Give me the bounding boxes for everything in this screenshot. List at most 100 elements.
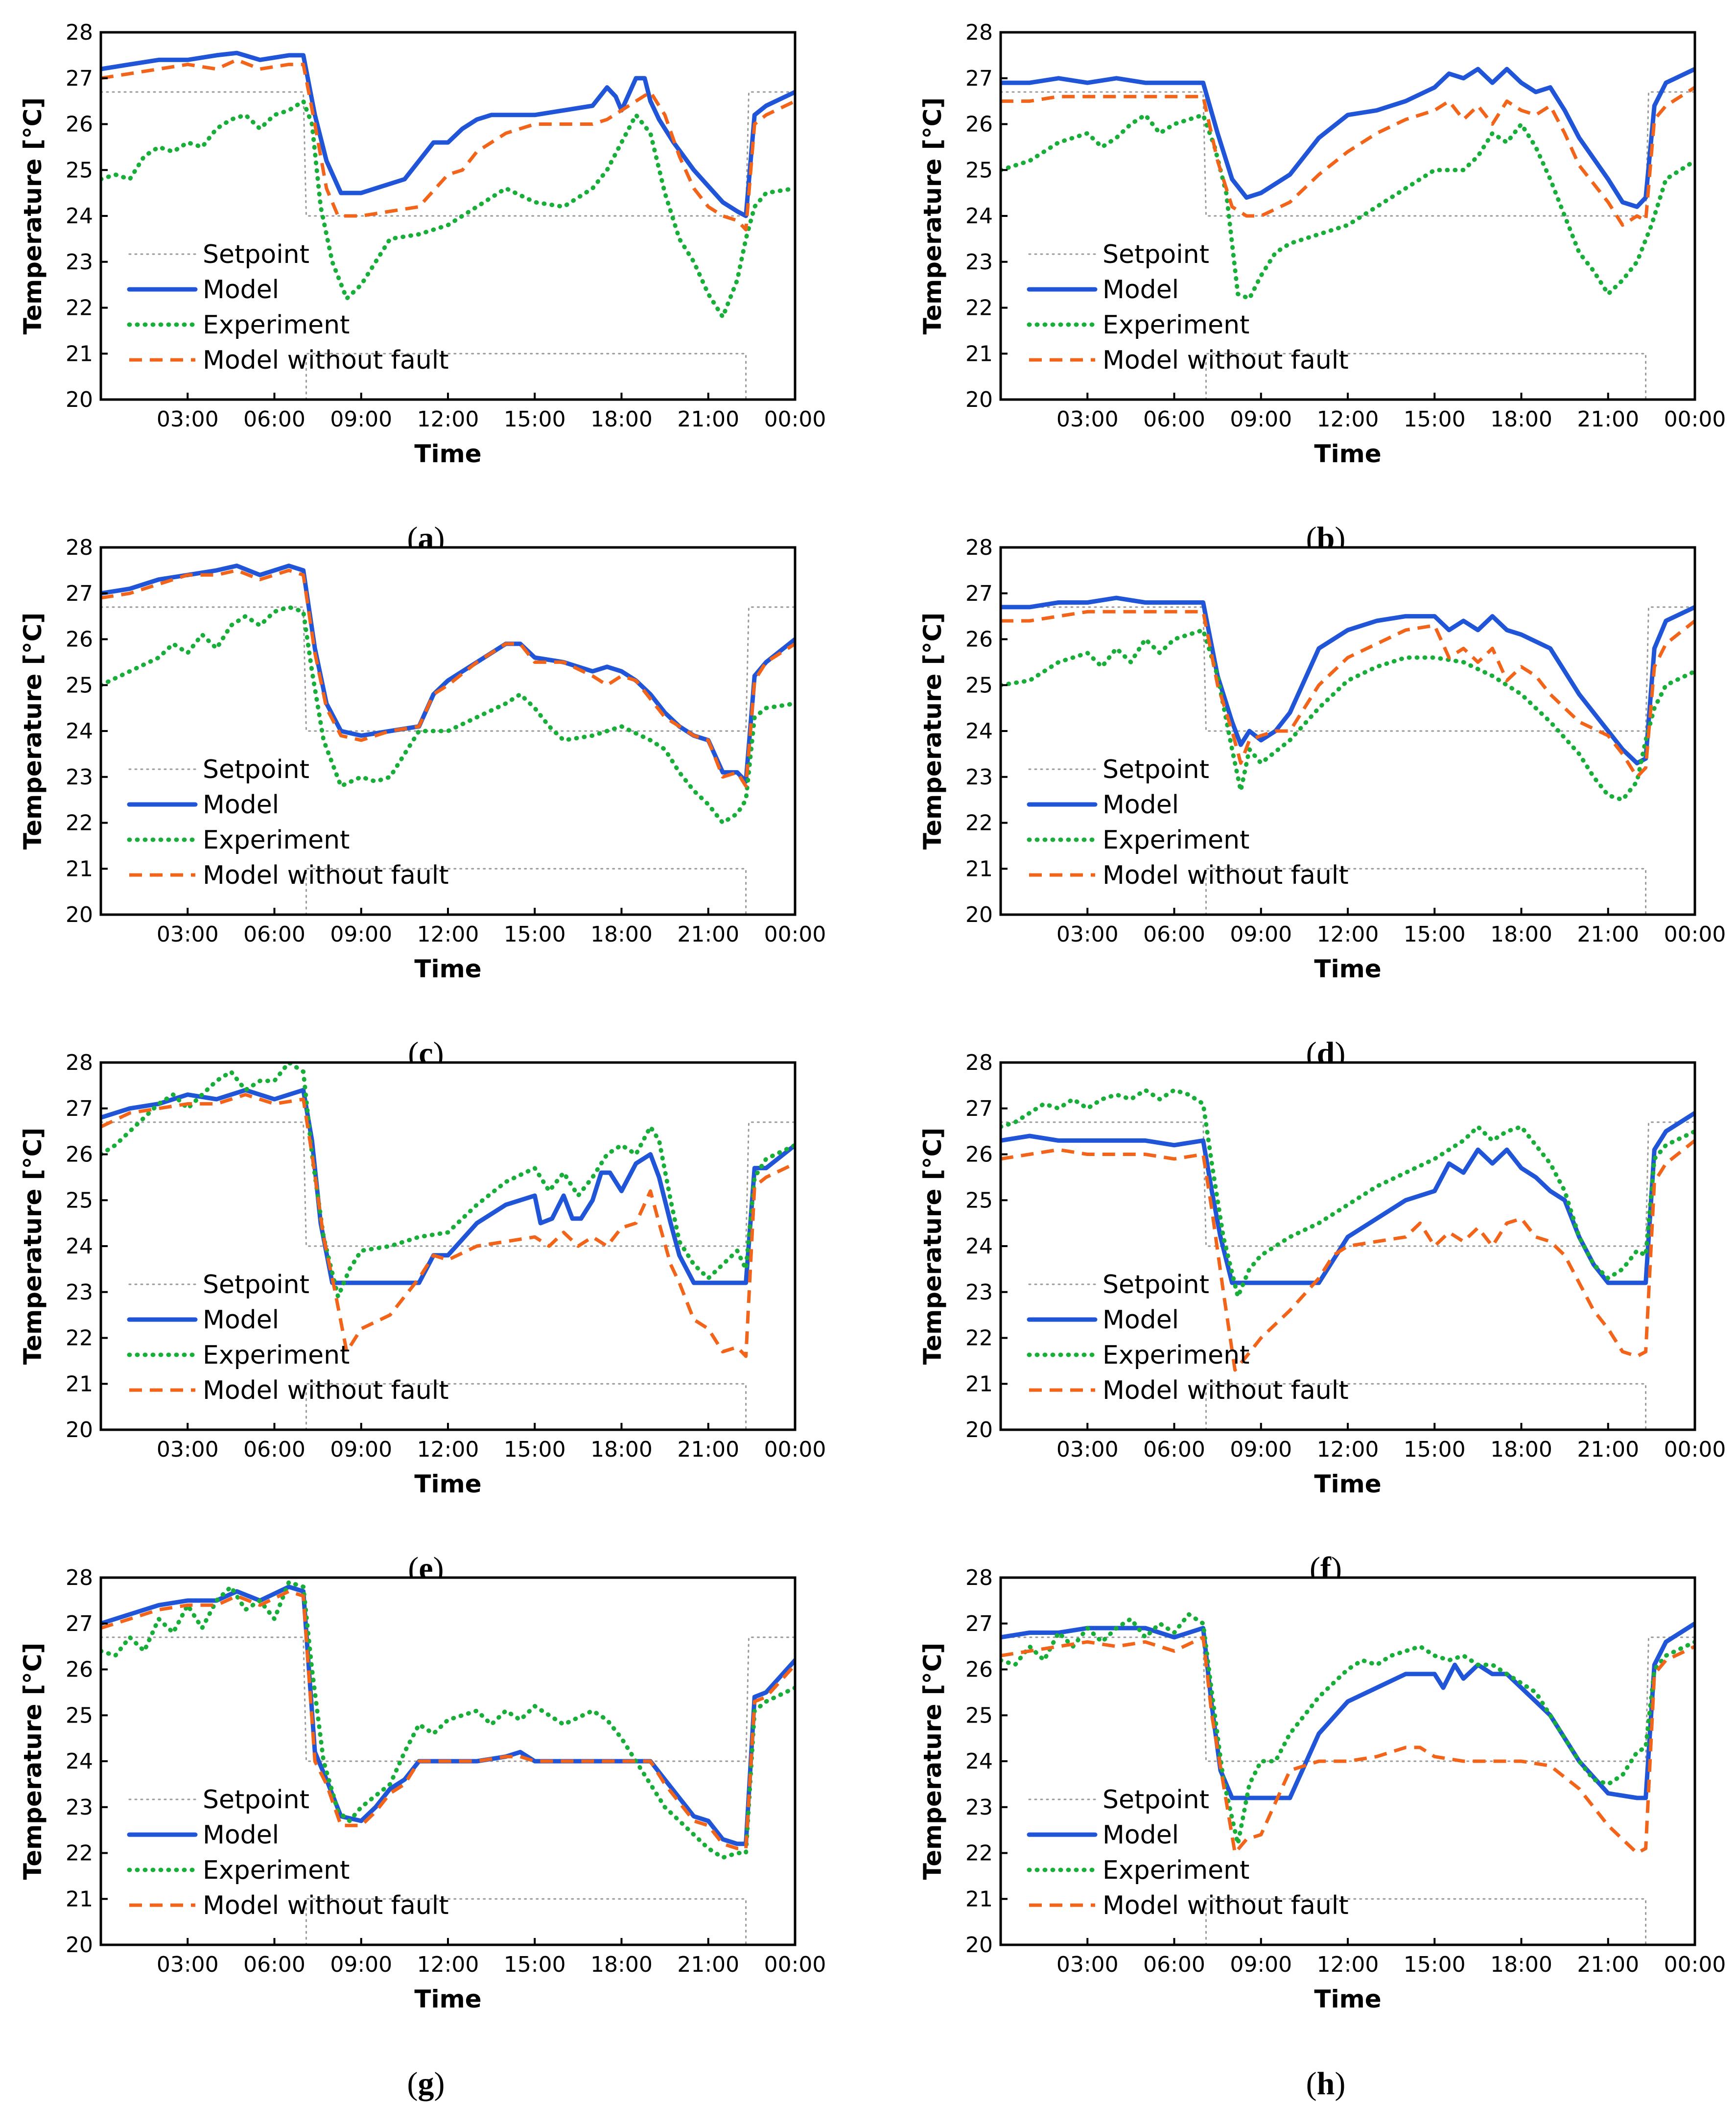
y-tick-label: 26 xyxy=(66,1657,93,1682)
y-tick-label: 26 xyxy=(965,627,993,652)
model-without-fault-line xyxy=(101,568,795,788)
y-axis-title: Temperature [°C] xyxy=(918,97,947,334)
experiment-line xyxy=(101,1580,795,1860)
y-tick-label: 22 xyxy=(66,1326,93,1351)
x-tick-label: 12:00 xyxy=(1317,407,1379,432)
legend-item-model: Model xyxy=(1027,790,1179,820)
x-tick-label: 09:00 xyxy=(1230,922,1292,947)
x-tick-label: 21:00 xyxy=(677,1437,739,1462)
panel-e: 20 21 22 23 24 25 26 27 28 03:00 06:00 09:00 12:00 15… xyxy=(19,1050,826,1586)
model-line xyxy=(101,50,795,218)
y-tick-label: 20 xyxy=(66,1417,93,1442)
x-tick-label: 21:00 xyxy=(1577,922,1639,947)
x-tick-label: 06:00 xyxy=(1143,1952,1205,1977)
y-tick-label: 22 xyxy=(66,811,93,836)
setpoint-low-line xyxy=(305,353,747,400)
legend-label: Model xyxy=(203,1820,279,1850)
y-tick-label: 27 xyxy=(965,66,993,91)
x-tick-label: 18:00 xyxy=(590,1952,653,1977)
x-tick-label: 18:00 xyxy=(590,1437,653,1462)
x-tick-label: 15:00 xyxy=(1404,922,1466,947)
legend-item-setpoint: Setpoint xyxy=(128,1270,309,1299)
panel-b: 20 21 22 23 24 25 26 27 28 03:00 06:00 09:00 12:00 15… xyxy=(918,20,1726,556)
experiment-line xyxy=(101,605,795,825)
model-without-fault-line xyxy=(1001,1139,1695,1372)
legend-item-model: Model xyxy=(127,275,279,305)
y-tick-label: 25 xyxy=(66,158,93,183)
x-tick-label: 09:00 xyxy=(1230,407,1292,432)
x-tick-label: 09:00 xyxy=(330,1952,392,1977)
legend-item-experiment: Experiment xyxy=(1027,1856,1249,1885)
y-tick-label: 28 xyxy=(965,535,993,560)
legend-item-model: Model xyxy=(127,1305,279,1335)
x-tick-label: 03:00 xyxy=(1056,922,1119,947)
panel-g: 20 21 22 23 24 25 26 27 28 03:00 06:00 09:00 12:00 15… xyxy=(19,1565,826,2102)
panel-caption: (g) xyxy=(407,2066,445,2102)
y-tick-label: 21 xyxy=(66,1887,93,1912)
legend-item-experiment: Experiment xyxy=(127,310,350,340)
caption-open-paren: ( xyxy=(1306,2066,1317,2102)
experiment-line xyxy=(1001,1612,1695,1846)
model-without-fault-line xyxy=(1001,610,1695,779)
setpoint-line xyxy=(1001,91,1695,217)
x-tick-label: 12:00 xyxy=(417,922,479,947)
y-tick-label: 25 xyxy=(66,1188,93,1213)
x-tick-label: 09:00 xyxy=(330,922,392,947)
legend-label: Model without fault xyxy=(203,1376,449,1405)
legend-item-experiment: Experiment xyxy=(1027,310,1249,340)
legend-item-setpoint: Setpoint xyxy=(1028,1785,1209,1815)
legend-label: Model without fault xyxy=(1103,861,1349,890)
model-line xyxy=(1001,1621,1695,1800)
y-tick-label: 27 xyxy=(965,1611,993,1636)
y-tick-label: 21 xyxy=(965,1371,993,1396)
legend: Setpoint Model Experiment Model without fau… xyxy=(127,755,449,890)
legend-label: Setpoint xyxy=(203,1270,309,1299)
x-tick-label: 06:00 xyxy=(1143,407,1205,432)
y-tick-label: 21 xyxy=(965,856,993,881)
legend-item-model-without-fault: Model without fault xyxy=(129,861,449,890)
x-tick-label: 06:00 xyxy=(1143,922,1205,947)
y-tick-label: 23 xyxy=(66,250,93,275)
model-line xyxy=(1001,595,1695,766)
y-tick-label: 25 xyxy=(965,1703,993,1728)
x-tick-label: 12:00 xyxy=(1317,1952,1379,1977)
legend-item-model-without-fault: Model without fault xyxy=(1029,1376,1349,1405)
legend: Setpoint Model Experiment Model without fau… xyxy=(127,1785,449,1920)
y-tick-label: 28 xyxy=(965,1050,993,1075)
legend: Setpoint Model Experiment Model without fau… xyxy=(1027,240,1349,375)
x-tick-label: 18:00 xyxy=(590,407,653,432)
x-axis-title: Time xyxy=(414,440,481,468)
legend-item-experiment: Experiment xyxy=(1027,1341,1249,1370)
legend: Setpoint Model Experiment Model without fau… xyxy=(127,1270,449,1405)
legend-label: Experiment xyxy=(203,310,350,340)
x-axis-title: Time xyxy=(1314,955,1381,983)
series-group xyxy=(101,50,795,400)
x-tick-label: 12:00 xyxy=(417,1952,479,1977)
caption-letter: g xyxy=(418,2066,434,2102)
legend-label: Model without fault xyxy=(1103,1376,1349,1405)
y-tick-label: 28 xyxy=(66,1565,93,1590)
legend-label: Experiment xyxy=(203,826,350,855)
y-tick-label: 26 xyxy=(965,1142,993,1167)
x-tick-label: 12:00 xyxy=(1317,922,1379,947)
legend-item-experiment: Experiment xyxy=(1027,826,1249,855)
model-without-fault-line xyxy=(1001,1635,1695,1855)
y-tick-label: 26 xyxy=(965,1657,993,1682)
series-group xyxy=(1001,595,1695,915)
legend-item-setpoint: Setpoint xyxy=(128,755,309,784)
legend-item-model-without-fault: Model without fault xyxy=(1029,346,1349,375)
legend-label: Model without fault xyxy=(203,861,449,890)
y-tick-label: 20 xyxy=(965,1933,993,1958)
y-tick-label: 25 xyxy=(965,673,993,698)
legend-label: Model without fault xyxy=(1103,346,1349,375)
y-axis-title: Temperature [°C] xyxy=(19,97,47,334)
y-tick-label: 27 xyxy=(965,581,993,606)
y-tick-label: 25 xyxy=(66,1703,93,1728)
legend-label: Experiment xyxy=(1103,1341,1249,1370)
y-tick-label: 27 xyxy=(66,66,93,91)
y-tick-label: 20 xyxy=(66,1933,93,1958)
x-tick-label: 18:00 xyxy=(590,922,653,947)
x-tick-label: 06:00 xyxy=(243,407,305,432)
caption-open-paren: ( xyxy=(407,2066,418,2102)
